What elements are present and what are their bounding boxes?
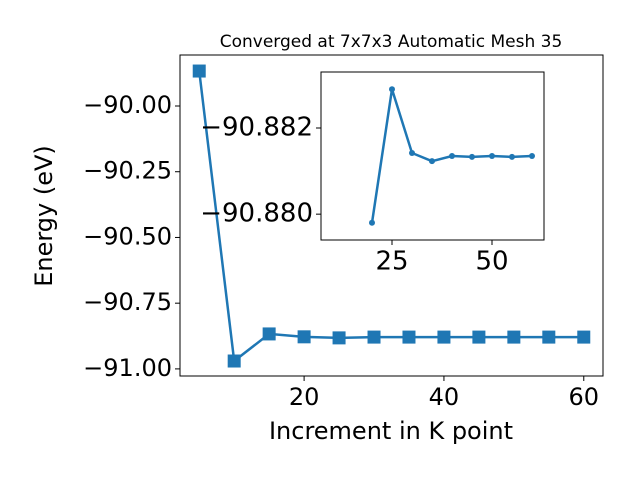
marker — [227, 354, 241, 368]
series — [369, 86, 535, 226]
x-tick-label: 50 — [475, 247, 508, 277]
marker — [472, 330, 486, 344]
marker — [297, 330, 311, 344]
marker — [369, 219, 375, 226]
marker — [402, 330, 416, 344]
marker — [449, 153, 455, 159]
y-tick-label: −90.50 — [83, 222, 172, 250]
marker — [469, 153, 475, 160]
marker — [529, 153, 535, 159]
y-tick-label: −90.882 — [200, 113, 313, 143]
marker — [367, 330, 381, 344]
marker — [542, 330, 556, 344]
x-tick-label: 40 — [429, 383, 460, 411]
marker — [332, 331, 346, 345]
marker — [262, 327, 276, 341]
marker — [429, 158, 435, 165]
series — [192, 64, 591, 368]
axes-frame — [179, 54, 604, 377]
marker — [577, 330, 591, 344]
y-axis-label: Energy (eV) — [30, 145, 58, 287]
marker — [409, 149, 415, 156]
y-tick-label: −90.75 — [83, 288, 172, 316]
y-tick-label: −91.00 — [83, 354, 172, 382]
marker — [389, 86, 395, 93]
axes-frame — [320, 71, 545, 241]
x-tick-label: 25 — [375, 247, 408, 277]
x-axis-label: Increment in K point — [269, 417, 513, 445]
chart-title: Converged at 7x7x3 Automatic Mesh 35 — [220, 32, 563, 52]
y-tick-label: −90.00 — [83, 91, 172, 119]
y-tick-label: −90.880 — [200, 199, 313, 229]
x-tick-label: 20 — [289, 383, 320, 411]
marker — [437, 330, 451, 344]
marker — [507, 330, 521, 344]
y-tick-label: −90.25 — [83, 157, 172, 185]
marker — [192, 64, 206, 78]
marker — [489, 153, 495, 159]
x-tick-label: 60 — [568, 383, 599, 411]
marker — [509, 153, 515, 160]
